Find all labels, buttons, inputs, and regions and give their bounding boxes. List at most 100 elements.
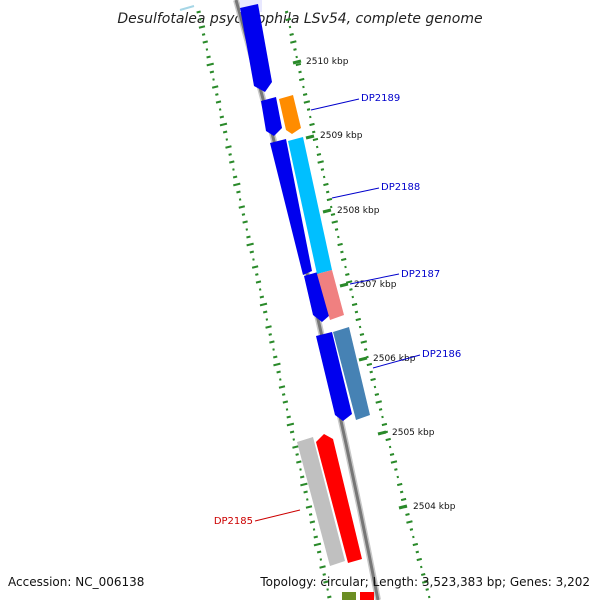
gc-tick [265,318,269,321]
gc-tick [295,55,298,59]
gc-tick [298,70,302,74]
ruler-tick [358,356,368,362]
gc-tick [369,370,373,374]
gc-tick [299,468,302,471]
gc-tick [196,10,201,14]
gc-tick [412,542,419,547]
gc-tick [316,153,322,156]
gc-tick [282,400,289,404]
gene-DP2186-arrow[interactable] [333,327,370,420]
ruler-tick [305,134,315,140]
gc-tick [305,505,313,509]
gc-tick [345,280,353,284]
gc-tick [246,242,254,247]
gc-tick [262,310,268,314]
gc-tick [259,302,268,307]
gene-fragment [342,592,356,600]
gene-label-DP2185[interactable]: DP2185 [214,516,253,527]
map-title: Desulfotalea psychrophila LSv54, complet… [117,11,482,27]
gc-tick [323,580,329,584]
gc-tick [330,213,336,216]
gene-DP2188-arrow[interactable] [288,137,332,274]
gc-tick [255,280,262,284]
gc-tick [419,565,423,569]
genome-backbone [233,0,381,600]
gene-label-DP2187[interactable]: DP2187 [401,269,440,280]
gene-DP2189-arrow[interactable] [279,95,301,134]
gc-tick [320,168,325,171]
gc-tick [319,565,326,569]
gc-tick [337,242,343,247]
gc-tick [232,168,235,171]
gc-tick [295,62,302,67]
gc-tick [396,475,400,479]
gc-tick [288,25,292,29]
gc-tick [284,10,289,14]
orf-arrow[interactable] [297,437,345,566]
gc-tick [309,115,312,119]
gc-tick [325,190,330,194]
gc-tick [285,17,292,22]
gene-DP2185-arrow[interactable] [316,434,362,563]
ruler-label: 2506 kbp [373,354,416,364]
gc-tick [228,153,232,156]
gc-tick [406,520,413,524]
gene-DP2187-arrow[interactable] [317,270,344,320]
gc-tick [373,385,377,389]
ruler-label: 2505 kbp [392,428,435,438]
gene-label-DP2189[interactable]: DP2189 [361,93,400,104]
gene-arrow[interactable] [270,139,312,275]
gc-tick [360,340,368,344]
gc-tick [315,145,319,149]
gc-tick [242,220,248,224]
gc-tick [225,145,232,149]
gc-tick [276,370,281,374]
gc-tick [218,108,222,111]
gc-tick [295,453,299,456]
gene-label-DP2186[interactable]: DP2186 [422,349,461,360]
gene-arrow[interactable] [304,272,330,322]
gc-tick [285,408,289,411]
gc-tick [198,25,206,29]
gc-tick [366,355,369,359]
ruler: 2510 kbp 2509 kbp 2508 kbp 2507 kbp 2506… [292,57,456,512]
gc-track-inner [284,10,431,599]
gc-tick [381,422,388,427]
gene-arrow[interactable] [316,332,352,421]
gc-tick [399,490,404,494]
gc-tick [340,250,344,254]
ruler-label: 2504 kbp [413,502,456,512]
gc-tick [396,482,403,487]
gc-tick [420,573,426,576]
gc-tick [358,325,362,329]
gc-tick [319,558,323,561]
gc-tick [296,460,302,464]
ruler-tick [398,504,408,510]
gc-tick [334,228,339,231]
gc-tick [359,333,365,336]
ruler-tick [377,430,387,436]
gc-tick [238,198,242,201]
leader-line-DP2189 [310,98,360,111]
gc-tick [268,333,272,336]
leader-line-DP2186 [372,354,421,369]
gc-tick [326,588,329,591]
gc-tick [219,122,228,127]
gc-tick [249,250,255,254]
gene-label-DP2188[interactable]: DP2188 [381,182,420,193]
gc-tick [323,182,329,187]
gc-tick [245,228,249,231]
gc-tick [222,130,228,134]
gc-tick [326,197,333,202]
gene-arrow[interactable] [261,97,282,136]
gc-tick [363,348,368,351]
gc-tick [345,273,350,276]
gc-tick [258,288,262,291]
gc-tick [400,497,407,502]
gc-tick [311,130,316,134]
gc-tick [251,265,259,269]
gc-tick [349,288,353,291]
gene-arrow[interactable] [240,4,272,92]
gc-tick [385,437,391,442]
